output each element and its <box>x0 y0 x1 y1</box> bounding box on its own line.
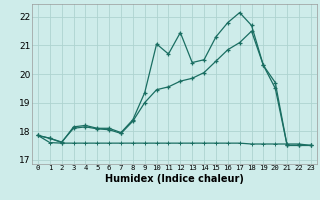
X-axis label: Humidex (Indice chaleur): Humidex (Indice chaleur) <box>105 174 244 184</box>
